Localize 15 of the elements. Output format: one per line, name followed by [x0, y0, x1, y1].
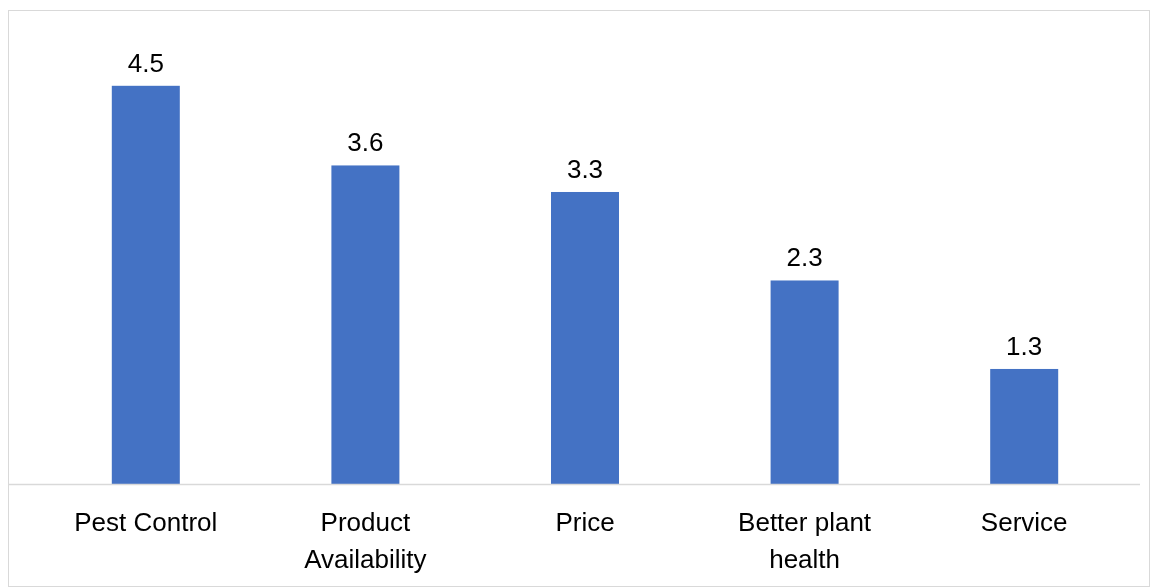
- data-label: 2.3: [786, 242, 823, 273]
- bar: [770, 280, 839, 484]
- x-tick-label: Service: [980, 507, 1068, 537]
- bar: [551, 191, 619, 484]
- bar: [331, 165, 400, 484]
- data-label: 4.5: [127, 47, 164, 78]
- x-tick-label: Product Availability: [304, 507, 427, 574]
- data-label: 3.6: [347, 127, 384, 158]
- data-label: 1.3: [1006, 330, 1043, 361]
- x-tick-label: Pest Control: [74, 507, 218, 537]
- bar: [111, 85, 180, 484]
- data-label: 3.3: [566, 153, 604, 184]
- bar: [990, 368, 1059, 484]
- x-tick-label: Price: [555, 507, 615, 537]
- x-tick-label: Better plant health: [738, 507, 872, 574]
